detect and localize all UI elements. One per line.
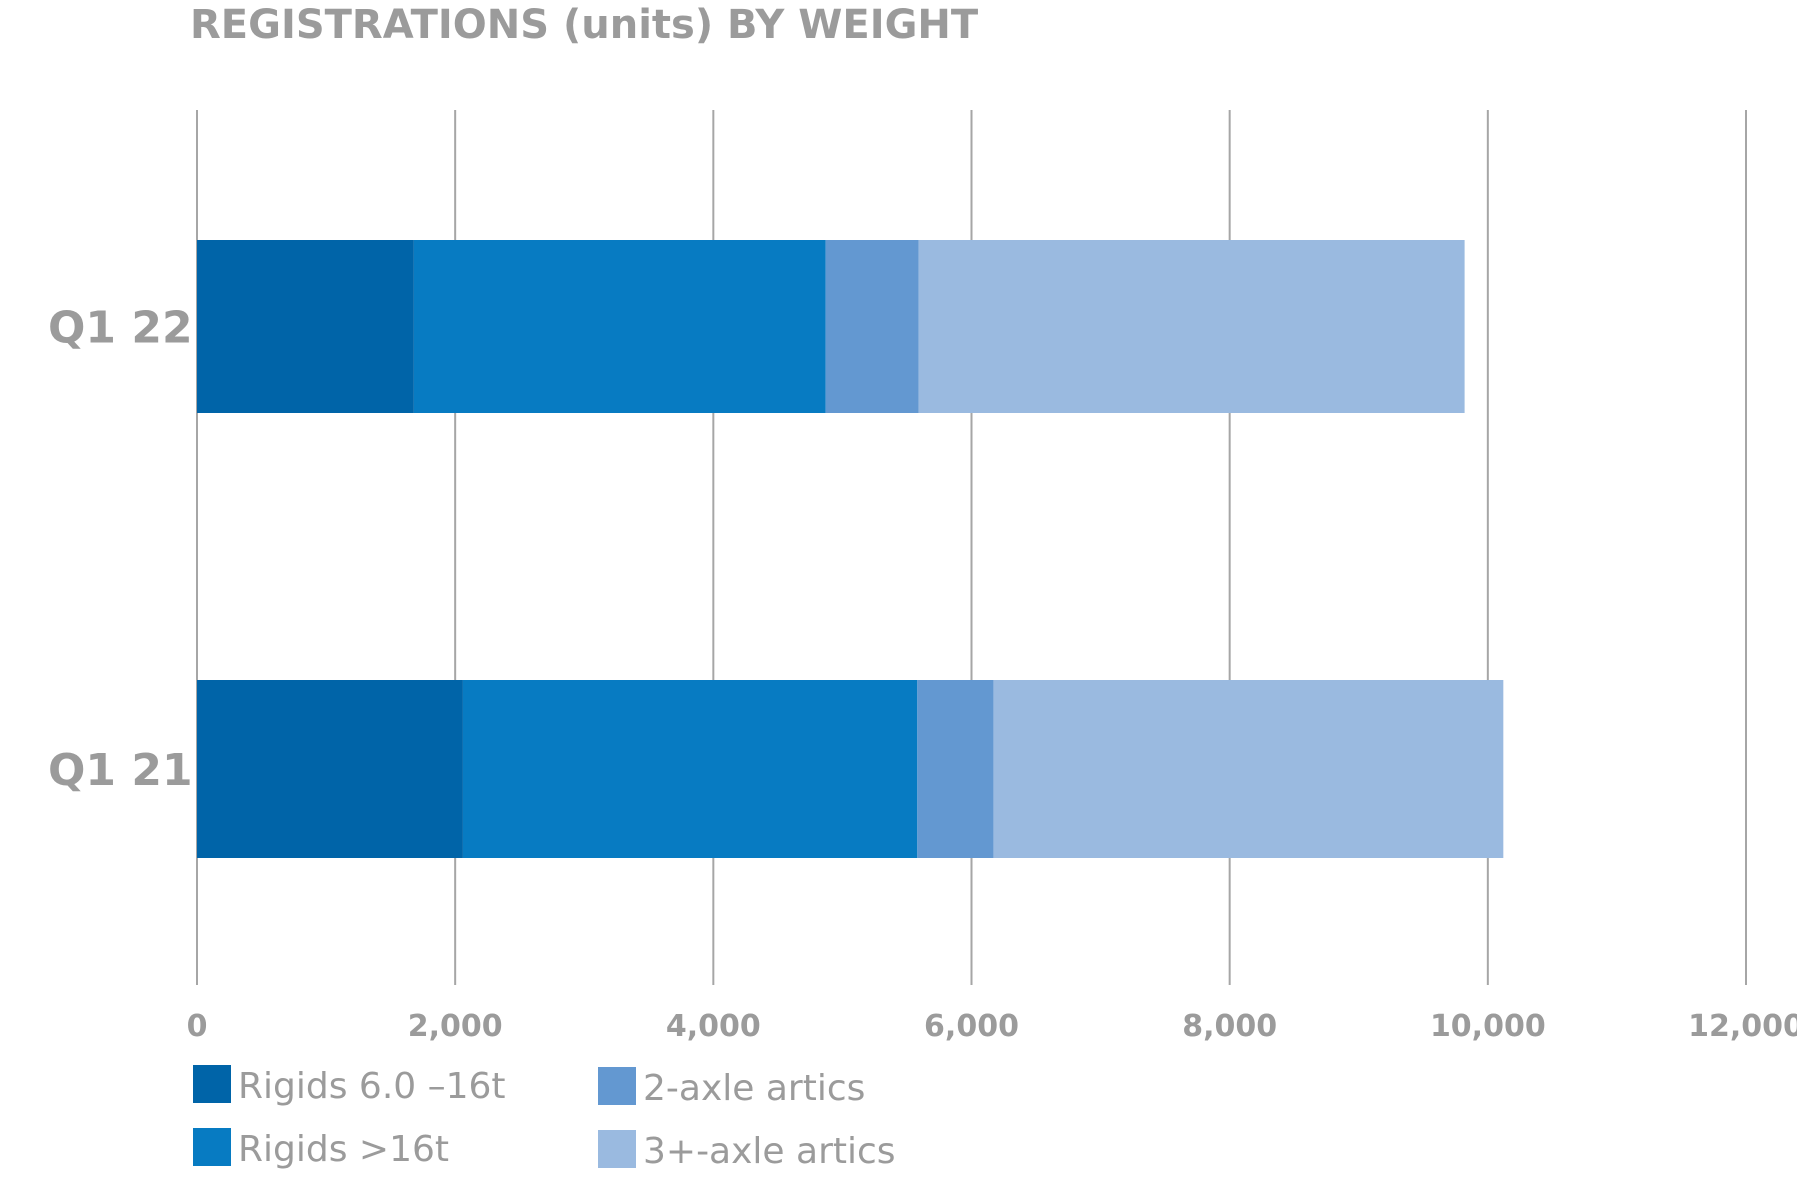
category-labels: Q1 22 Q1 21 [48,303,193,797]
x-tick-label: 8,000 [1182,1009,1277,1044]
legend-swatch [598,1130,636,1168]
legend-label: 3+-axle artics [643,1131,896,1172]
legend-swatch [598,1067,636,1105]
bars [197,240,1504,858]
bar-segment [825,240,919,413]
bar-segment [918,240,1465,413]
bar-segment [197,240,414,413]
x-tick-label: 4,000 [666,1009,761,1044]
x-tick-label: 2,000 [408,1009,503,1044]
legend-label: 2-axle artics [643,1068,865,1109]
legend-swatch [193,1065,231,1103]
legend-label: Rigids 6.0 –16t [238,1066,506,1107]
legend-swatch [193,1128,231,1166]
category-label: Q1 21 [48,745,193,796]
x-tick-labels: 0 2,000 4,000 6,000 8,000 10,000 12,000 [187,1009,1797,1044]
bar-segment [197,680,463,858]
x-tick-label: 0 [187,1009,208,1044]
chart-title: REGISTRATIONS (units) BY WEIGHT [190,2,979,48]
x-tick-label: 6,000 [924,1009,1019,1044]
bar-segment [413,240,826,413]
bar-segment [993,680,1504,858]
category-label: Q1 22 [48,303,193,354]
x-tick-label: 12,000 [1688,1009,1797,1044]
bar-segment [462,680,918,858]
bar-segment [917,680,994,858]
legend: Rigids 6.0 –16t Rigids >16t 2-axle artics 3… [193,1065,896,1172]
x-tick-label: 10,000 [1430,1009,1546,1044]
legend-label: Rigids >16t [238,1129,449,1170]
